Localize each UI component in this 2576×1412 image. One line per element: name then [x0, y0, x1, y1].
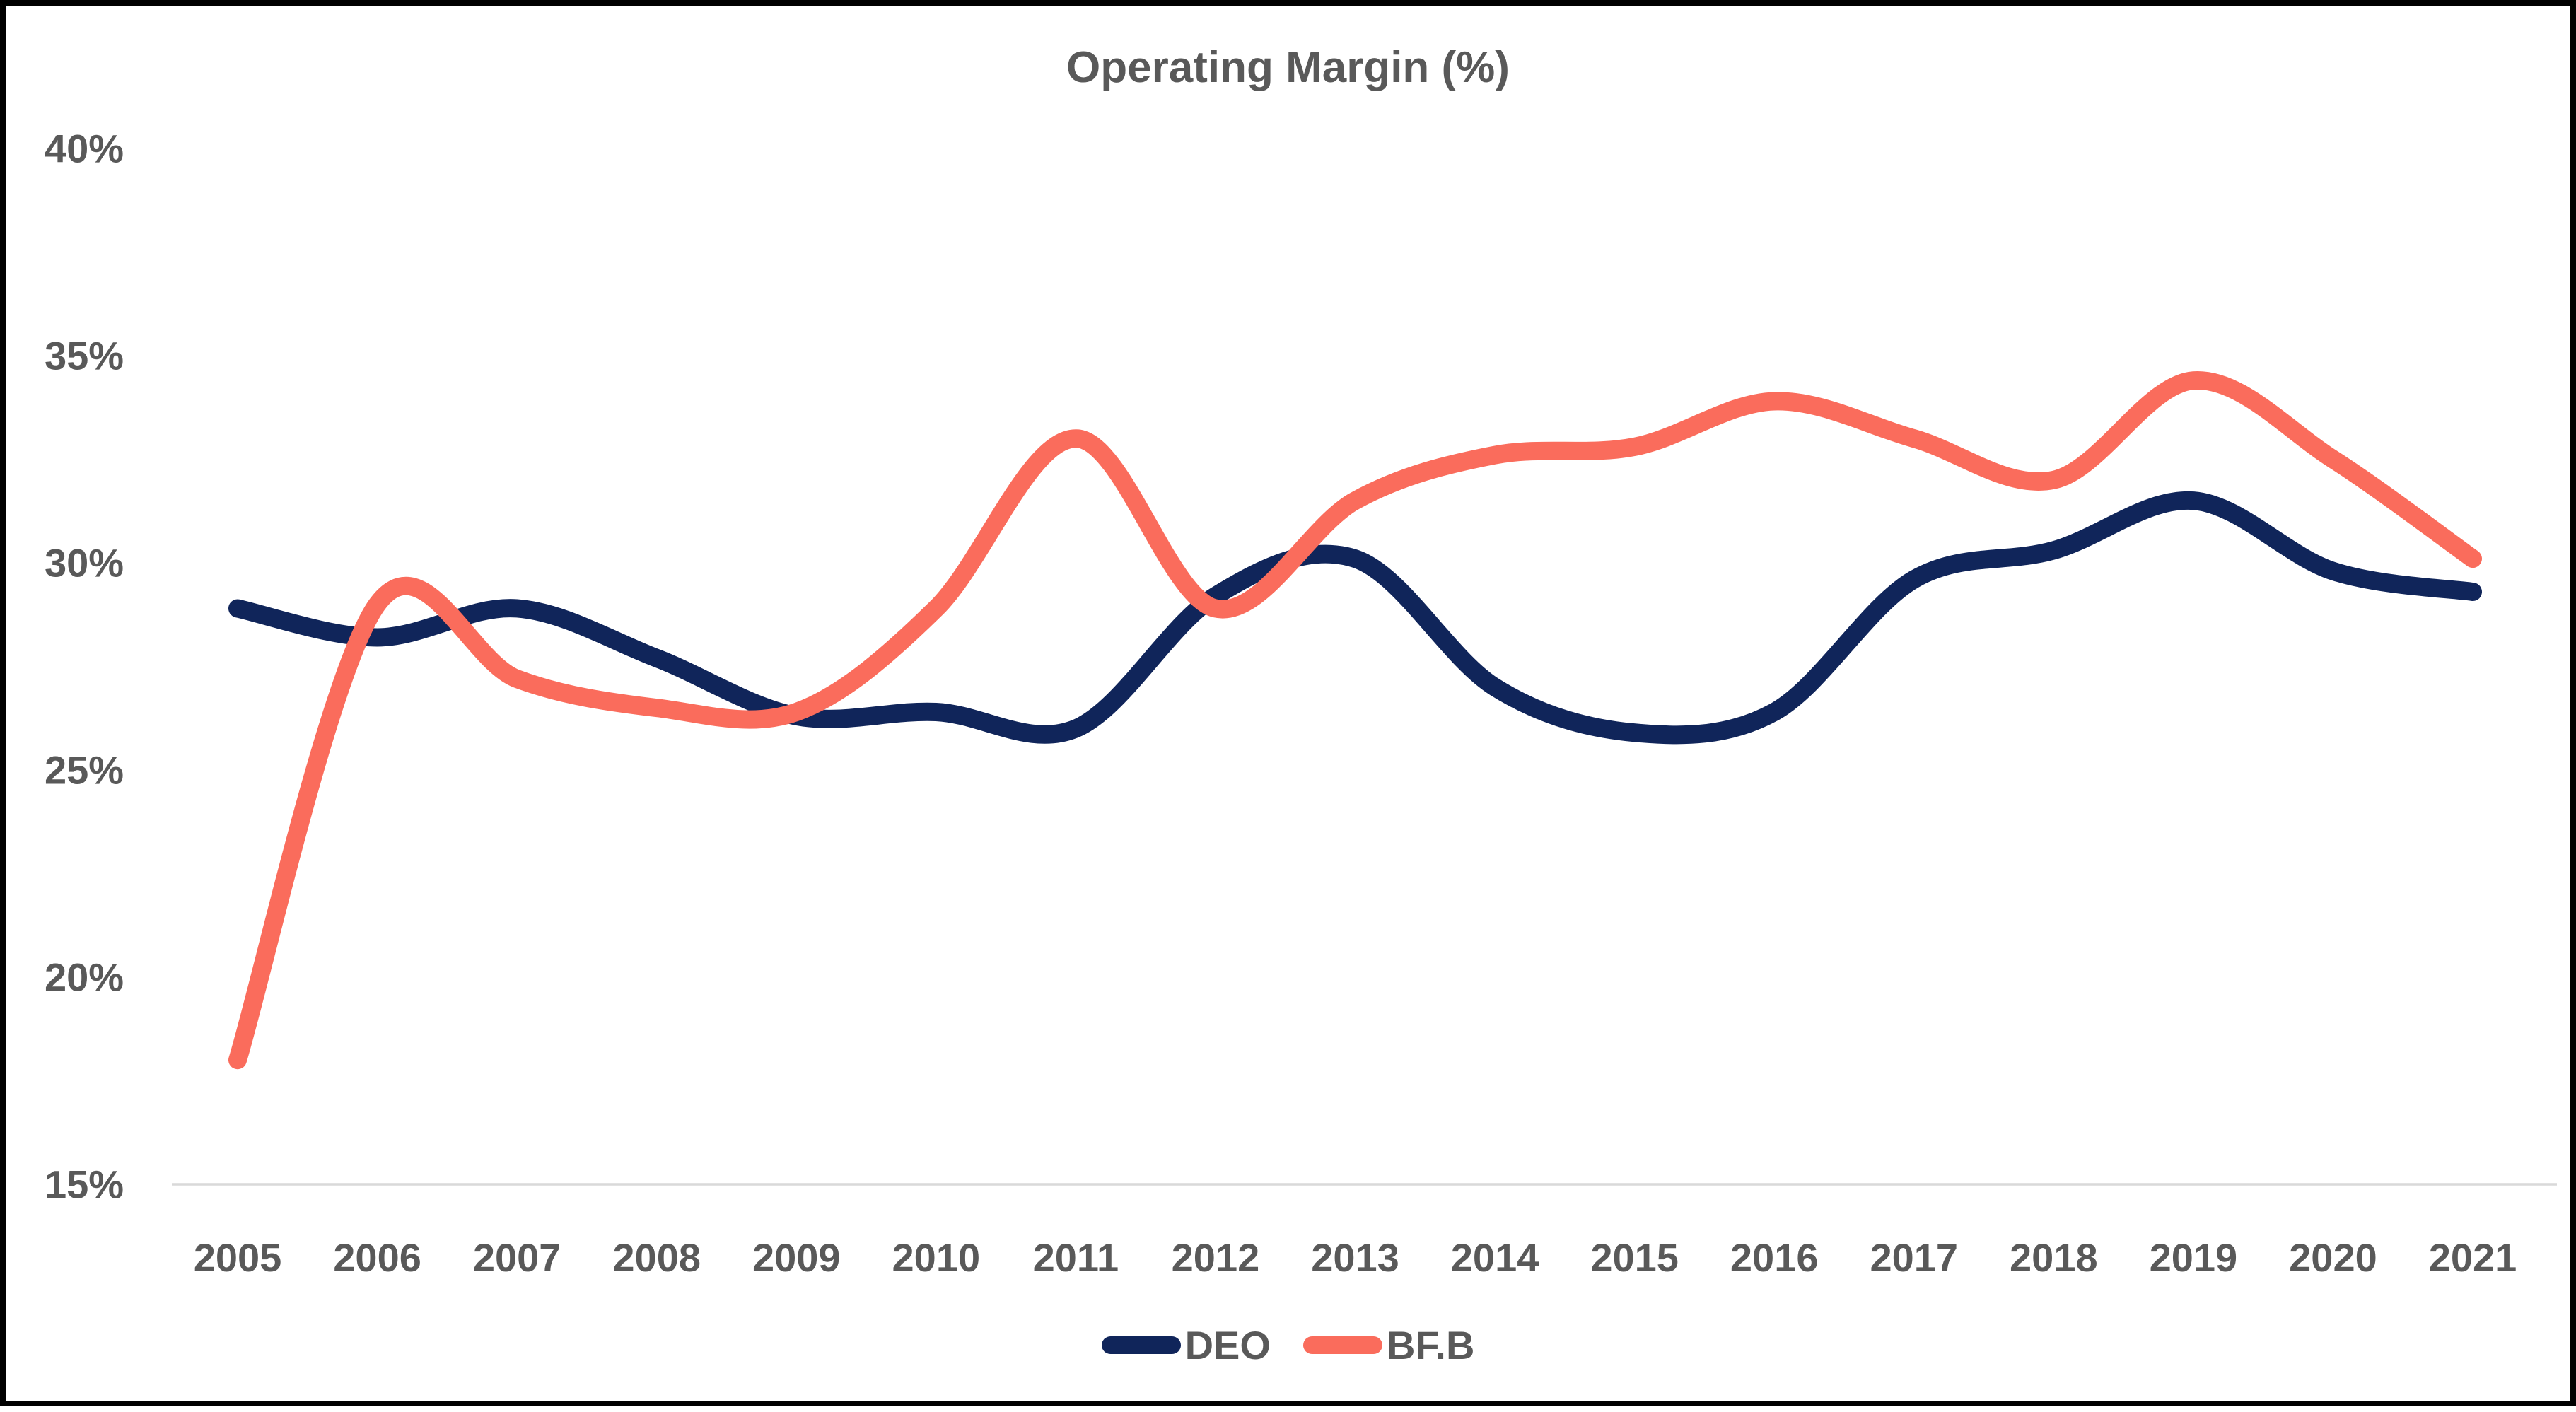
- x-tick-label: 2015: [1590, 1235, 1679, 1280]
- series-line-deo: [228, 491, 2482, 745]
- x-tick-label: 2011: [1032, 1235, 1119, 1280]
- x-tick-label: 2014: [1450, 1235, 1539, 1280]
- legend-label-deo: DEO: [1184, 1323, 1271, 1367]
- legend-item-deo: DEO: [1101, 1322, 1271, 1368]
- x-tick-label: 2013: [1311, 1235, 1399, 1280]
- x-tick-label: 2016: [1730, 1235, 1819, 1280]
- y-tick-label: 30%: [45, 540, 124, 585]
- y-tick-label: 15%: [45, 1162, 124, 1207]
- legend-label-bfb: BF.B: [1386, 1323, 1475, 1367]
- y-tick-label: 20%: [45, 955, 124, 1000]
- x-tick-label: 2007: [472, 1235, 561, 1280]
- y-tick-label: 40%: [45, 126, 124, 171]
- x-tick-label: 2018: [2010, 1235, 2098, 1280]
- x-tick-label: 2019: [2149, 1235, 2238, 1280]
- x-tick-label: 2006: [333, 1235, 421, 1280]
- x-tick-label: 2008: [612, 1235, 701, 1280]
- x-tick-label: 2010: [892, 1235, 981, 1280]
- deo-line-swatch-icon: [1101, 1336, 1181, 1354]
- x-tick-label: 2005: [193, 1235, 282, 1280]
- x-tick-label: 2021: [2428, 1235, 2517, 1280]
- x-tick-label: 2017: [1870, 1235, 1959, 1280]
- plot-area: [172, 371, 2557, 1186]
- bfb-line-swatch-icon: [1302, 1336, 1382, 1354]
- x-tick-label: 2012: [1171, 1235, 1260, 1280]
- series-line-bf-b: [228, 371, 2482, 1070]
- x-tick-label: 2020: [2289, 1235, 2377, 1280]
- legend-item-bfb: BF.B: [1302, 1322, 1475, 1368]
- y-tick-label: 35%: [45, 333, 124, 378]
- legend: DEO BF.B: [6, 1322, 2570, 1368]
- chart-title: Operating Margin (%): [1066, 43, 1510, 92]
- y-tick-label: 25%: [45, 747, 124, 793]
- x-tick-label: 2009: [752, 1235, 841, 1280]
